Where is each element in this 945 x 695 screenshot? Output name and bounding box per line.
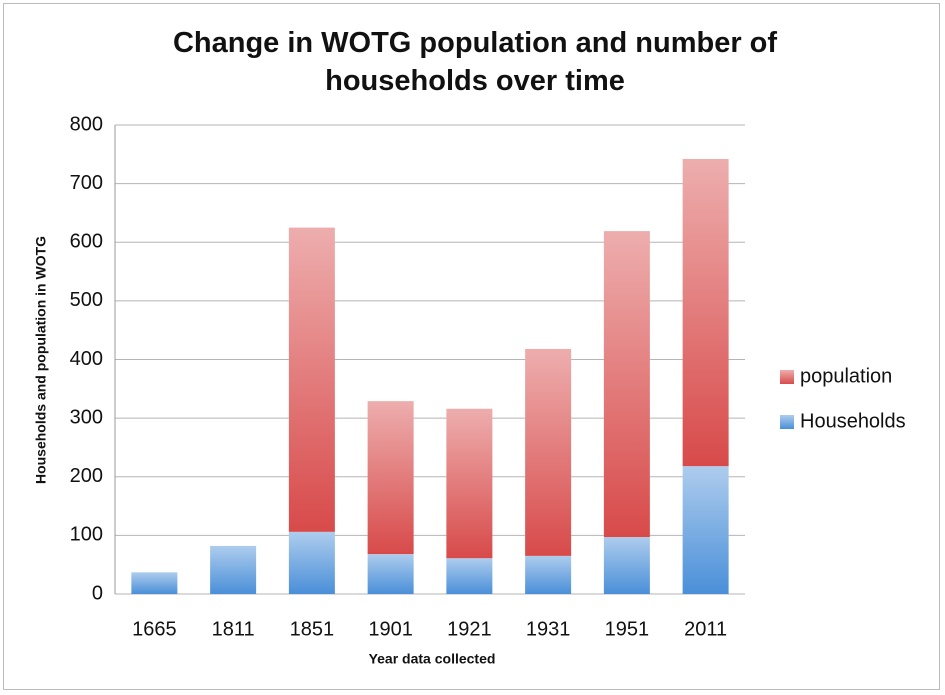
legend-label: Households [800, 410, 906, 432]
legend-swatch [780, 370, 794, 384]
y-tick-label: 500 [70, 289, 103, 311]
x-tick-label: 1901 [368, 618, 413, 640]
x-tick-label: 1921 [447, 618, 492, 640]
y-tick-label: 200 [70, 465, 103, 487]
legend-swatch [780, 415, 794, 429]
legend-label: population [800, 365, 892, 387]
bar [682, 159, 729, 467]
bar [288, 531, 335, 594]
y-tick-label: 700 [70, 172, 103, 194]
bar [525, 348, 572, 556]
bar [682, 466, 729, 594]
bar [210, 545, 257, 594]
y-tick-label: 300 [70, 406, 103, 428]
bar [131, 572, 178, 594]
bar [603, 537, 650, 594]
x-tick-label: 1811 [212, 618, 255, 640]
y-tick-label: 0 [92, 582, 103, 604]
frame [3, 3, 940, 690]
x-tick-label: 2011 [684, 618, 727, 640]
bar [367, 554, 414, 594]
y-axis-label: Households and population in WOTG [33, 236, 49, 484]
bar [446, 408, 493, 559]
x-axis-label: Year data collected [369, 651, 496, 667]
x-tick-label: 1931 [526, 618, 571, 640]
x-tick-label: 1851 [290, 618, 335, 640]
bar [446, 558, 493, 594]
y-tick-label: 600 [70, 231, 103, 253]
y-tick-label: 100 [70, 524, 103, 546]
y-tick-label: 400 [70, 348, 103, 370]
chart-title: Change in WOTG population and number of … [172, 27, 778, 97]
x-tick-label: 1665 [132, 618, 177, 640]
x-tick-label: 1951 [605, 618, 650, 640]
bar [603, 231, 650, 538]
y-tick-label: 800 [70, 113, 103, 135]
bar [525, 555, 572, 594]
bar [367, 401, 414, 555]
bar [288, 227, 335, 532]
